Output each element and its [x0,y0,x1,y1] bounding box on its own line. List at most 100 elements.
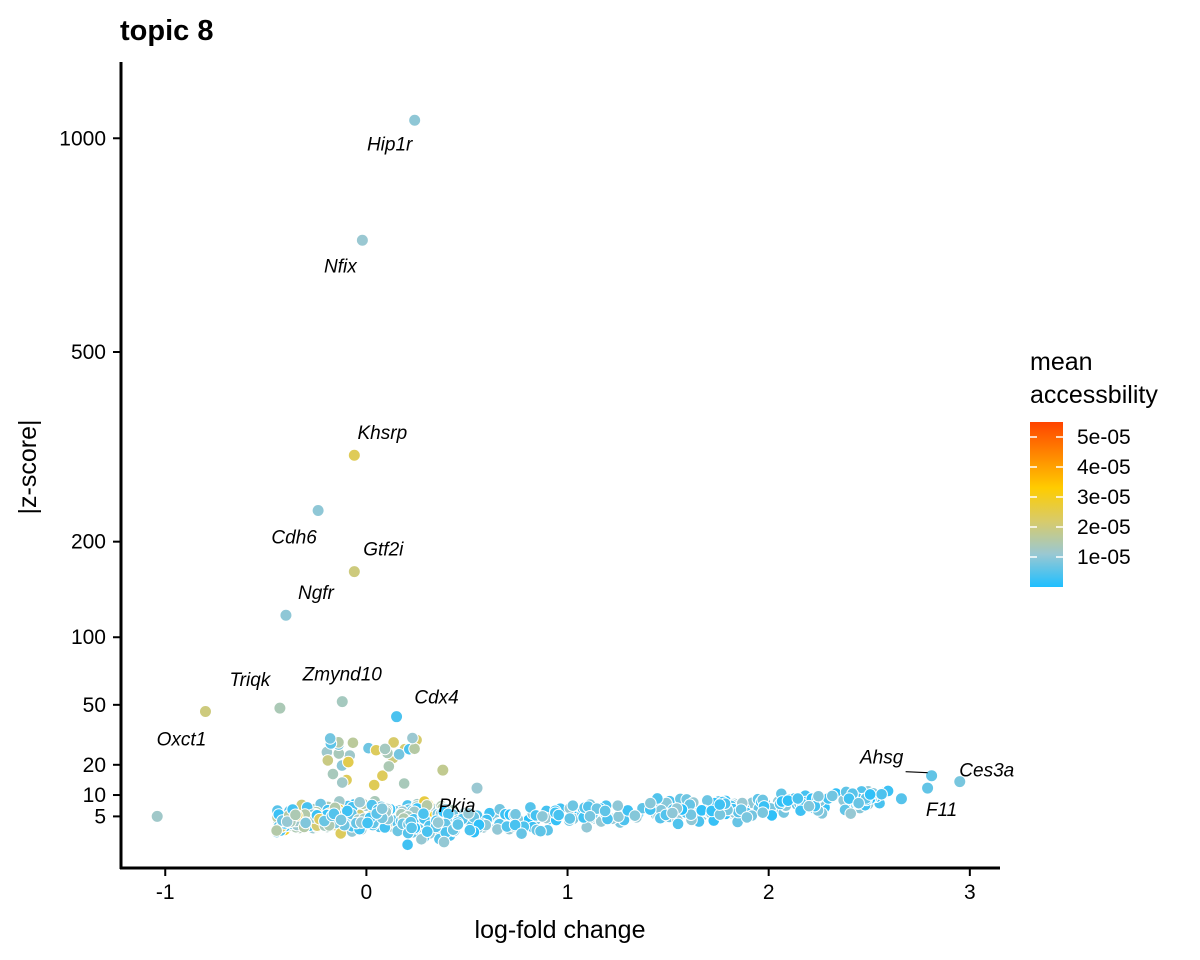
background-point [382,760,396,773]
data-point [347,565,361,579]
gene-label: Pkia [439,796,476,817]
background-point [406,731,419,745]
data-point [335,695,349,709]
background-point [802,799,816,813]
y-tick-label: 50 [83,694,106,717]
background-point [289,808,302,822]
background-point [583,810,597,823]
data-point [408,113,422,127]
x-tick-label: -1 [156,881,175,904]
background-point [405,821,418,835]
background-point [844,807,858,820]
legend-title-line-2: accessbility [1030,381,1158,409]
x-axis-title: log-fold change [475,916,646,944]
background-point [826,789,839,803]
background-point [509,808,522,821]
background-point [408,742,421,756]
background-point [346,736,360,750]
legend-tick-label: 5e-05 [1077,426,1131,449]
background-point [280,815,294,828]
data-point [198,704,212,718]
label-leader-line [905,771,928,774]
gene-label: Hip1r [367,134,413,155]
data-point [347,448,361,462]
legend-ticks: 1e-05 2e-05 3e-05 4e-05 5e-05 [1030,426,1131,569]
background-point [321,754,335,767]
legend-tick-label: 4e-05 [1077,456,1131,479]
background-point [598,804,612,818]
background-point [270,824,283,837]
background-point [431,816,445,829]
y-tick-label: 1000 [59,127,106,150]
data-point [311,504,325,518]
background-point [299,816,312,830]
background-point [326,767,340,781]
background-point [666,806,679,820]
gene-label: F11 [926,800,957,821]
background-point [367,778,381,792]
gene-label: Gtf2i [363,540,404,561]
background-point [515,827,528,840]
background-point [387,736,400,749]
points-layer [150,113,967,852]
background-point [353,795,367,809]
background-point [812,789,825,803]
y-tick-label: 5 [94,805,106,828]
background-point [713,798,727,811]
background-point [644,796,657,810]
background-point [375,802,389,815]
data-point [355,233,369,247]
background-point [335,776,349,789]
legend-tick-label: 3e-05 [1077,486,1131,509]
background-point [563,812,577,825]
y-tick-label: 10 [83,784,106,807]
legend-tick-label: 2e-05 [1077,516,1131,539]
background-point [417,807,430,821]
background-point [463,823,477,837]
background-point [451,818,465,831]
data-point [953,775,967,789]
data-point [470,781,484,795]
background-point [420,825,434,838]
legend-colorbar [1030,422,1063,587]
background-point [536,810,549,823]
color-legend: mean accessbility 1e-05 2e-05 3e-05 4e-05 5e… [1030,348,1158,587]
background-point [756,806,770,819]
gene-label: Cdx4 [414,688,458,709]
background-point [863,788,877,801]
background-point [378,742,392,756]
background-point [397,777,411,790]
background-point [611,799,625,813]
gene-label: Ngfr [298,583,335,604]
y-axis-title: |z-score| [14,420,42,515]
background-point [534,824,547,838]
gene-label: Ces3a [959,761,1014,782]
background-point [852,796,865,810]
chart-title: topic 8 [120,15,213,47]
background-point [791,792,805,805]
background-point [376,769,389,782]
background-point [508,818,522,832]
y-axis-ticks: 510 20 50 100 200 500 1000 [59,127,121,828]
x-tick-label: 0 [361,881,373,904]
gene-label: Nfix [324,256,358,277]
gene-label: Ahsg [859,748,904,769]
data-point [279,608,293,622]
data-point [921,781,935,795]
background-point [437,835,451,849]
background-point [462,807,475,820]
background-point [552,808,565,822]
y-tick-label: 20 [83,754,106,777]
gene-label: Zmynd10 [302,665,383,686]
data-point [436,763,450,777]
gene-label: Cdh6 [271,528,317,549]
gene-label: Triqk [229,670,271,691]
background-point [628,809,642,822]
legend-title-line-1: mean [1030,348,1093,376]
gene-label: Khsrp [358,423,408,444]
x-tick-label: 2 [763,881,775,904]
background-point [334,813,348,827]
data-point [925,769,939,783]
legend-tick-label: 1e-05 [1077,546,1131,569]
